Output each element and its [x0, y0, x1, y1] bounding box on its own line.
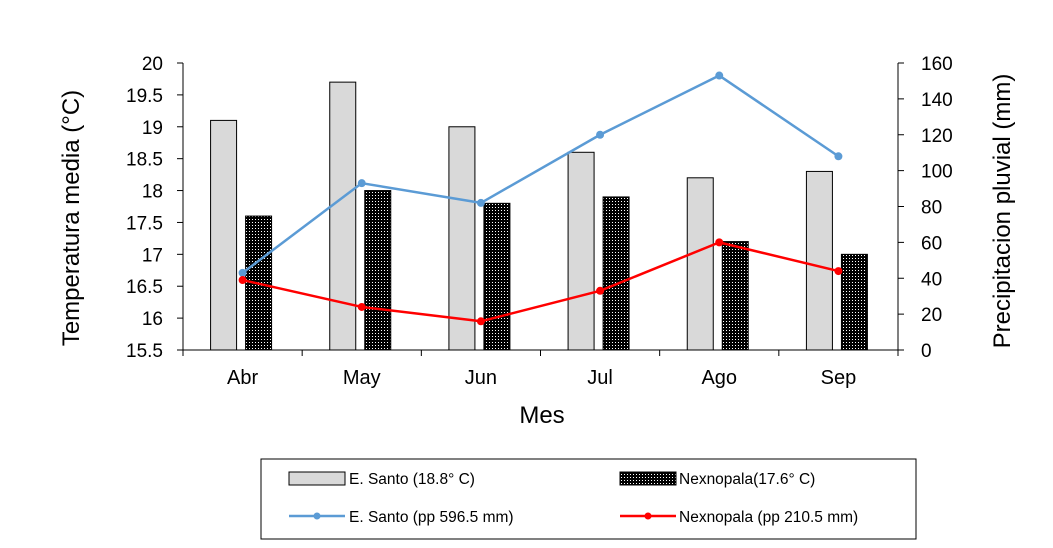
- y-ticks-right: 0 20 40 60 80 100 120 140 160: [898, 54, 953, 362]
- bar-e-santo-jul: [567, 151, 595, 351]
- y2-tick-label: 160: [921, 54, 953, 75]
- y-tick-label: 16.5: [126, 277, 163, 298]
- legend-label-nexnopala-bar: Nexnopala(17.6° C): [679, 471, 815, 488]
- x-tick-label: Sep: [821, 367, 857, 389]
- y-tick-label: 16: [142, 309, 163, 330]
- y2-tick-label: 20: [921, 305, 942, 326]
- y-tick-label: 19.5: [126, 86, 163, 107]
- y-ticks-left: 15.5 16 16.5 17 17.5 18 18.5 19 19.5 20: [126, 54, 183, 362]
- legend-label-e-santo-line: E. Santo (pp 596.5 mm): [349, 509, 514, 526]
- bar-e-santo-jun: [448, 126, 476, 351]
- point-nexnopala-sep: [834, 267, 843, 276]
- legend-swatch-e-santo-bar: [288, 471, 346, 486]
- y2-tick-label: 60: [921, 233, 942, 254]
- legend: E. Santo (18.8° C) Nexnopala(17.6° C) E.…: [260, 458, 917, 540]
- bar-nexnopala-ago: [721, 241, 749, 351]
- bar-nexnopala-sep: [840, 253, 868, 351]
- bar-nexnopala-may: [364, 190, 392, 351]
- legend-label-e-santo-bar: E. Santo (18.8° C): [349, 471, 475, 488]
- bar-nexnopala-jul: [602, 196, 630, 351]
- y-axis-title: Temperatura media (°C): [58, 90, 85, 346]
- y2-tick-label: 120: [921, 126, 953, 147]
- y2-tick-label: 40: [921, 269, 942, 290]
- bar-e-santo-abr: [210, 119, 238, 351]
- y-tick-label: 18.5: [126, 150, 163, 171]
- y2-axis-title: Precipitacion pluvial (mm): [989, 74, 1016, 349]
- line-nexnopala: [242, 241, 839, 323]
- point-e-santo-may: [357, 179, 366, 188]
- point-nexnopala-abr: [238, 276, 247, 285]
- point-e-santo-jun: [476, 198, 485, 207]
- legend-marker-e-santo-line: [313, 512, 321, 520]
- bar-e-santo-ago: [686, 177, 714, 351]
- legend-swatch-nexnopala-bar: [619, 471, 677, 486]
- y2-tick-label: 140: [921, 90, 953, 111]
- point-nexnopala-ago: [715, 238, 724, 247]
- y2-tick-label: 0: [921, 341, 932, 362]
- y-tick-label: 15.5: [126, 341, 163, 362]
- point-e-santo-jul: [596, 130, 605, 139]
- x-axis-title: Mes: [519, 402, 564, 429]
- point-nexnopala-jul: [596, 286, 605, 295]
- point-nexnopala-may: [357, 302, 366, 311]
- x-tick-label: Jun: [465, 367, 497, 389]
- y-tick-label: 19: [142, 118, 163, 139]
- x-tick-label: Abr: [227, 367, 258, 389]
- y2-tick-label: 80: [921, 198, 942, 219]
- y2-tick-label: 100: [921, 162, 953, 183]
- legend-box: [260, 458, 917, 540]
- x-ticks: Abr May Jun Jul Ago Sep: [182, 350, 899, 389]
- y-tick-label: 17.5: [126, 213, 163, 234]
- bar-e-santo-may: [329, 81, 357, 351]
- line-series-group: [238, 71, 843, 326]
- point-e-santo-sep: [834, 152, 843, 161]
- x-tick-label: May: [343, 367, 381, 389]
- y-tick-label: 18: [142, 182, 163, 203]
- bar-nexnopala-jun: [483, 202, 511, 351]
- y-tick-label: 20: [142, 54, 163, 75]
- y-tick-label: 17: [142, 245, 163, 266]
- legend-marker-nexnopala-line: [644, 512, 652, 520]
- bar-e-santo-sep: [805, 170, 833, 351]
- point-nexnopala-jun: [476, 317, 485, 326]
- bar-series-e-santo: [210, 81, 833, 351]
- point-e-santo-ago: [715, 71, 724, 80]
- line-e-santo: [241, 74, 840, 274]
- legend-label-nexnopala-line: Nexnopala (pp 210.5 mm): [679, 509, 858, 526]
- x-tick-label: Ago: [701, 367, 737, 389]
- point-e-santo-abr: [238, 268, 247, 277]
- x-tick-label: Jul: [587, 367, 613, 389]
